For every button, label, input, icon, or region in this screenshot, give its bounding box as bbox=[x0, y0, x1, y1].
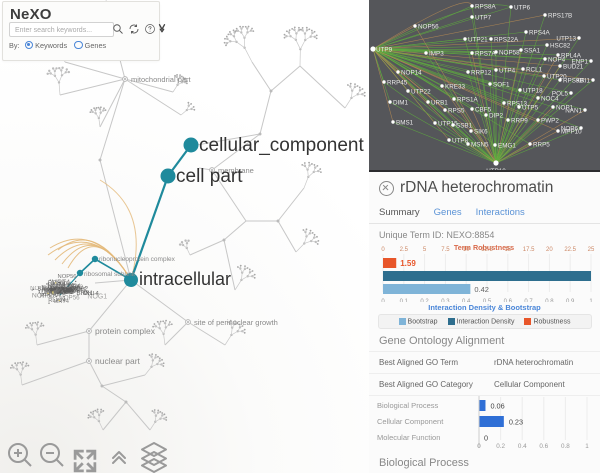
svg-text:0.6: 0.6 bbox=[504, 299, 513, 302]
svg-text:1: 1 bbox=[585, 443, 589, 450]
svg-text:EMG1: EMG1 bbox=[498, 143, 516, 150]
svg-text:ENP1: ENP1 bbox=[572, 59, 589, 66]
svg-text:mitochondrial part: mitochondrial part bbox=[131, 75, 192, 84]
svg-text:KRI1: KRI1 bbox=[576, 78, 590, 85]
svg-text:ribosomal subunit: ribosomal subunit bbox=[84, 271, 135, 278]
svg-text:NOP4: NOP4 bbox=[548, 57, 566, 64]
svg-text:UTP22: UTP22 bbox=[411, 89, 431, 96]
svg-text:0.9: 0.9 bbox=[566, 299, 575, 302]
svg-text:5: 5 bbox=[423, 247, 427, 253]
svg-text:RPS1A: RPS1A bbox=[457, 97, 478, 104]
svg-text:HSC82: HSC82 bbox=[550, 43, 571, 50]
svg-text:UTP21: UTP21 bbox=[468, 37, 488, 44]
svg-text:10: 10 bbox=[463, 247, 470, 253]
svg-text:UTP5: UTP5 bbox=[522, 105, 539, 112]
svg-text:NOP14: NOP14 bbox=[401, 70, 422, 77]
svg-text:ribonucleoprotein complex: ribonucleoprotein complex bbox=[99, 256, 176, 263]
svg-text:RPS17B: RPS17B bbox=[548, 13, 572, 20]
svg-text:0: 0 bbox=[381, 299, 385, 302]
svg-text:UTP8: UTP8 bbox=[452, 138, 469, 145]
svg-text:0.6: 0.6 bbox=[539, 443, 548, 450]
svg-text:NOG1: NOG1 bbox=[87, 293, 107, 300]
svg-text:12.5: 12.5 bbox=[481, 247, 493, 253]
svg-text:RPS4A: RPS4A bbox=[529, 30, 550, 37]
svg-text:7.5: 7.5 bbox=[441, 247, 450, 253]
svg-text:protein complex: protein complex bbox=[95, 326, 156, 336]
svg-text:0.7: 0.7 bbox=[524, 299, 533, 302]
svg-text:cell part: cell part bbox=[176, 166, 243, 187]
svg-text:0.1: 0.1 bbox=[400, 299, 409, 302]
svg-text:SOF1: SOF1 bbox=[493, 82, 510, 89]
svg-text:0.2: 0.2 bbox=[420, 299, 429, 302]
svg-text:20: 20 bbox=[546, 247, 553, 253]
svg-text:NOP58: NOP58 bbox=[499, 50, 520, 57]
svg-text:0.4: 0.4 bbox=[462, 299, 471, 302]
svg-text:0.23: 0.23 bbox=[509, 418, 523, 427]
svg-text:IMP3: IMP3 bbox=[429, 51, 444, 58]
svg-text:RCL1: RCL1 bbox=[526, 67, 543, 74]
svg-text:2.5: 2.5 bbox=[400, 247, 409, 253]
svg-text:RRP45: RRP45 bbox=[387, 80, 408, 87]
svg-text:UTP18: UTP18 bbox=[523, 88, 543, 95]
svg-text:Cellular Component: Cellular Component bbox=[377, 417, 444, 426]
svg-text:UTP13: UTP13 bbox=[556, 36, 576, 43]
svg-text:RRP12: RRP12 bbox=[471, 70, 492, 77]
svg-text:1.59: 1.59 bbox=[400, 259, 416, 268]
svg-text:site of perinuclear growth: site of perinuclear growth bbox=[194, 318, 278, 327]
svg-text:URB1: URB1 bbox=[431, 100, 448, 107]
svg-text:0.06: 0.06 bbox=[490, 402, 504, 411]
svg-text:NOP56: NOP56 bbox=[58, 274, 77, 280]
svg-text:UTP7: UTP7 bbox=[475, 15, 492, 22]
svg-text:NOP56: NOP56 bbox=[418, 24, 439, 31]
svg-text:DIM1: DIM1 bbox=[393, 100, 409, 107]
svg-text:intracellular: intracellular bbox=[139, 269, 231, 289]
svg-text:22.5: 22.5 bbox=[564, 247, 576, 253]
svg-text:0.42: 0.42 bbox=[474, 285, 489, 294]
svg-text:MSN5: MSN5 bbox=[471, 142, 489, 149]
svg-text:RPS8A: RPS8A bbox=[475, 4, 496, 11]
svg-text:PWP2: PWP2 bbox=[541, 118, 559, 125]
svg-text:RRP5: RRP5 bbox=[533, 142, 550, 149]
svg-text:NOC4: NOC4 bbox=[541, 96, 559, 103]
svg-text:25: 25 bbox=[588, 247, 595, 253]
svg-text:0.2: 0.2 bbox=[496, 443, 505, 450]
svg-text:0: 0 bbox=[484, 434, 488, 443]
svg-text:NOP6: NOP6 bbox=[561, 126, 579, 133]
svg-text:0.8: 0.8 bbox=[545, 299, 554, 302]
svg-text:UTP4: UTP4 bbox=[499, 68, 516, 75]
svg-text:SSA1: SSA1 bbox=[524, 48, 541, 55]
svg-text:Biological Process: Biological Process bbox=[377, 401, 439, 410]
svg-text:1: 1 bbox=[589, 299, 593, 302]
svg-text:NAN1: NAN1 bbox=[565, 108, 582, 115]
svg-text:17.5: 17.5 bbox=[523, 247, 535, 253]
svg-text:RRP9: RRP9 bbox=[511, 118, 528, 125]
svg-text:0.8: 0.8 bbox=[561, 443, 570, 450]
svg-text:15: 15 bbox=[504, 247, 511, 253]
svg-text:SSB1: SSB1 bbox=[456, 123, 473, 130]
svg-text:SIK6: SIK6 bbox=[474, 129, 488, 136]
svg-text:KRE33: KRE33 bbox=[445, 84, 465, 91]
svg-text:0: 0 bbox=[381, 247, 385, 253]
svg-text:0.4: 0.4 bbox=[518, 443, 527, 450]
svg-text:MRT4: MRT4 bbox=[54, 299, 69, 305]
svg-text:RPS22A: RPS22A bbox=[494, 37, 519, 44]
svg-text:RPS7A: RPS7A bbox=[475, 51, 496, 58]
svg-text:0: 0 bbox=[477, 443, 481, 450]
svg-text:UTP6: UTP6 bbox=[514, 5, 531, 12]
svg-text:UTP9: UTP9 bbox=[376, 47, 393, 54]
svg-text:cellular_component: cellular_component bbox=[199, 135, 364, 156]
svg-text:DIP2: DIP2 bbox=[489, 113, 503, 120]
svg-text:RPS5: RPS5 bbox=[448, 108, 465, 115]
svg-text:Molecular Function: Molecular Function bbox=[377, 433, 440, 442]
svg-text:0.5: 0.5 bbox=[483, 299, 492, 302]
svg-text:BMS1: BMS1 bbox=[396, 120, 414, 127]
svg-text:nuclear part: nuclear part bbox=[95, 356, 141, 366]
svg-text:0.3: 0.3 bbox=[441, 299, 450, 302]
